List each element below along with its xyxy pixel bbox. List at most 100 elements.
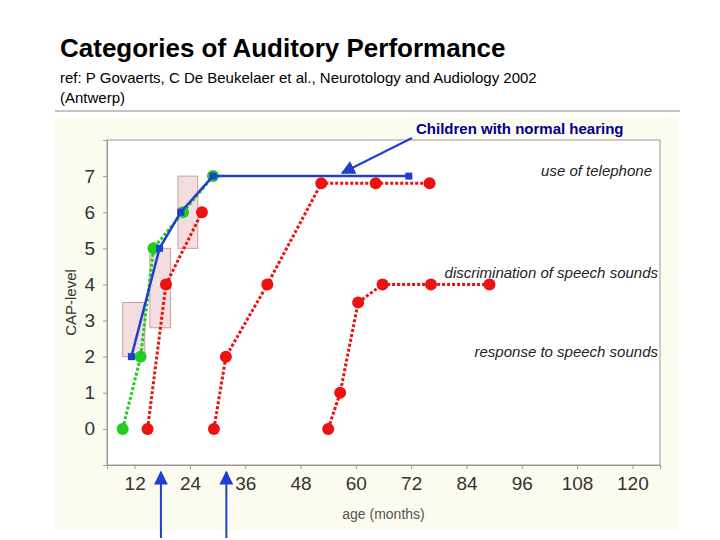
y-tick-mark bbox=[103, 429, 107, 430]
y-tick: 5 bbox=[84, 238, 107, 259]
x-tick-label: 24 bbox=[180, 473, 202, 494]
x-tick-mark bbox=[356, 465, 357, 469]
y-tick-label: 7 bbox=[84, 166, 95, 187]
series-line bbox=[123, 176, 213, 429]
x-tick-label: 120 bbox=[617, 473, 649, 494]
series-point bbox=[160, 278, 172, 290]
x-tick-label: 36 bbox=[235, 473, 256, 494]
y-tick-label: 2 bbox=[84, 346, 95, 367]
y-axis: 0 1 2 3 4 5 6 7 bbox=[84, 141, 107, 466]
x-tick: 48 bbox=[290, 465, 311, 494]
x-tick: 24 bbox=[180, 465, 202, 494]
y-axis-title: CAP-level bbox=[62, 269, 79, 336]
y-tick: 1 bbox=[84, 382, 107, 403]
y-tick: 2 bbox=[84, 346, 107, 367]
y-tick-label: 3 bbox=[84, 310, 95, 331]
x-axis-title: age (months) bbox=[342, 506, 424, 522]
y-tick: 0 bbox=[84, 418, 107, 439]
age-arrow bbox=[160, 472, 162, 538]
chart: Categories of Auditory Performance ref: P… bbox=[0, 0, 720, 540]
annotation: discrimination of speech sounds bbox=[445, 264, 659, 281]
x-tick-mark bbox=[522, 465, 523, 469]
x-tick-label: 84 bbox=[456, 473, 478, 494]
y-axis-line bbox=[103, 141, 108, 466]
y-tick: 7 bbox=[84, 166, 107, 187]
series-point bbox=[405, 173, 412, 180]
x-tick-mark bbox=[466, 465, 467, 469]
x-tick-label: 60 bbox=[346, 473, 367, 494]
x-tick-mark bbox=[245, 465, 246, 469]
series-point bbox=[208, 423, 220, 435]
series-line bbox=[214, 183, 430, 429]
series-point bbox=[220, 351, 232, 363]
y-tick-mark bbox=[103, 248, 107, 249]
y-tick: 6 bbox=[84, 202, 107, 223]
y-tick-mark bbox=[103, 357, 107, 358]
x-tick: 108 bbox=[562, 465, 594, 494]
series-point bbox=[322, 423, 334, 435]
series-point bbox=[156, 245, 163, 252]
series-point bbox=[370, 177, 382, 189]
series-point bbox=[424, 177, 436, 189]
series-point bbox=[209, 173, 216, 180]
x-tick: 72 bbox=[401, 465, 422, 494]
y-tick-mark bbox=[103, 321, 107, 322]
series-point bbox=[177, 209, 184, 216]
x-tick-label: 96 bbox=[512, 473, 533, 494]
x-tick-label: 108 bbox=[562, 473, 594, 494]
x-tick: 120 bbox=[617, 465, 649, 494]
x-tick: 60 bbox=[346, 465, 367, 494]
plot-frame bbox=[107, 140, 660, 465]
plot-data bbox=[117, 170, 496, 435]
x-axis-line bbox=[108, 466, 661, 470]
x-axis: 12 24 36 48 60 72 84 96 108 120 bbox=[108, 465, 661, 494]
y-tick-mark bbox=[103, 393, 107, 394]
title: Categories of Auditory Performance bbox=[60, 33, 505, 63]
y-tick-label: 4 bbox=[84, 274, 95, 295]
series-point bbox=[425, 278, 437, 290]
series-point bbox=[128, 353, 135, 360]
series-line bbox=[328, 284, 489, 428]
series-point bbox=[196, 206, 208, 218]
x-tick-mark bbox=[135, 465, 136, 469]
series-point bbox=[261, 278, 273, 290]
series-point bbox=[135, 351, 147, 363]
y-tick-label: 6 bbox=[84, 202, 95, 223]
age-arrow bbox=[225, 472, 227, 538]
series-point bbox=[334, 387, 346, 399]
annotation: Children with normal hearing bbox=[416, 120, 624, 137]
annotation: use of telephone bbox=[541, 162, 652, 179]
x-tick: 96 bbox=[512, 465, 533, 494]
x-tick: 12 bbox=[125, 465, 146, 494]
panel bbox=[55, 118, 678, 530]
x-tick-label: 12 bbox=[125, 473, 146, 494]
series-point bbox=[315, 177, 327, 189]
y-tick-mark bbox=[103, 176, 107, 177]
x-tick-mark bbox=[632, 465, 633, 469]
series-point bbox=[142, 423, 154, 435]
x-tick-mark bbox=[411, 465, 412, 469]
subtitle: (Antwerp) bbox=[60, 89, 125, 106]
annotation-arrow bbox=[342, 138, 412, 173]
y-tick-label: 5 bbox=[84, 238, 95, 259]
x-tick: 84 bbox=[456, 465, 478, 494]
annotation: response to speech sounds bbox=[475, 343, 659, 360]
x-tick-label: 48 bbox=[290, 473, 311, 494]
subtitle: ref: P Govaerts, C De Beukelaer et al., … bbox=[60, 69, 537, 86]
series-point bbox=[117, 423, 129, 435]
series-point bbox=[352, 297, 364, 309]
x-tick-mark bbox=[190, 465, 191, 469]
y-tick-label: 0 bbox=[84, 418, 95, 439]
y-tick-mark bbox=[103, 284, 107, 285]
y-tick: 3 bbox=[84, 310, 107, 331]
y-tick-label: 1 bbox=[84, 382, 95, 403]
x-tick-mark bbox=[301, 465, 302, 469]
x-tick-label: 72 bbox=[401, 473, 422, 494]
x-tick-mark bbox=[577, 465, 578, 469]
y-tick: 4 bbox=[84, 274, 107, 295]
separator bbox=[55, 110, 680, 112]
series-point bbox=[377, 278, 389, 290]
series-line bbox=[131, 176, 408, 357]
y-tick-mark bbox=[103, 212, 107, 213]
series-line bbox=[148, 212, 202, 429]
